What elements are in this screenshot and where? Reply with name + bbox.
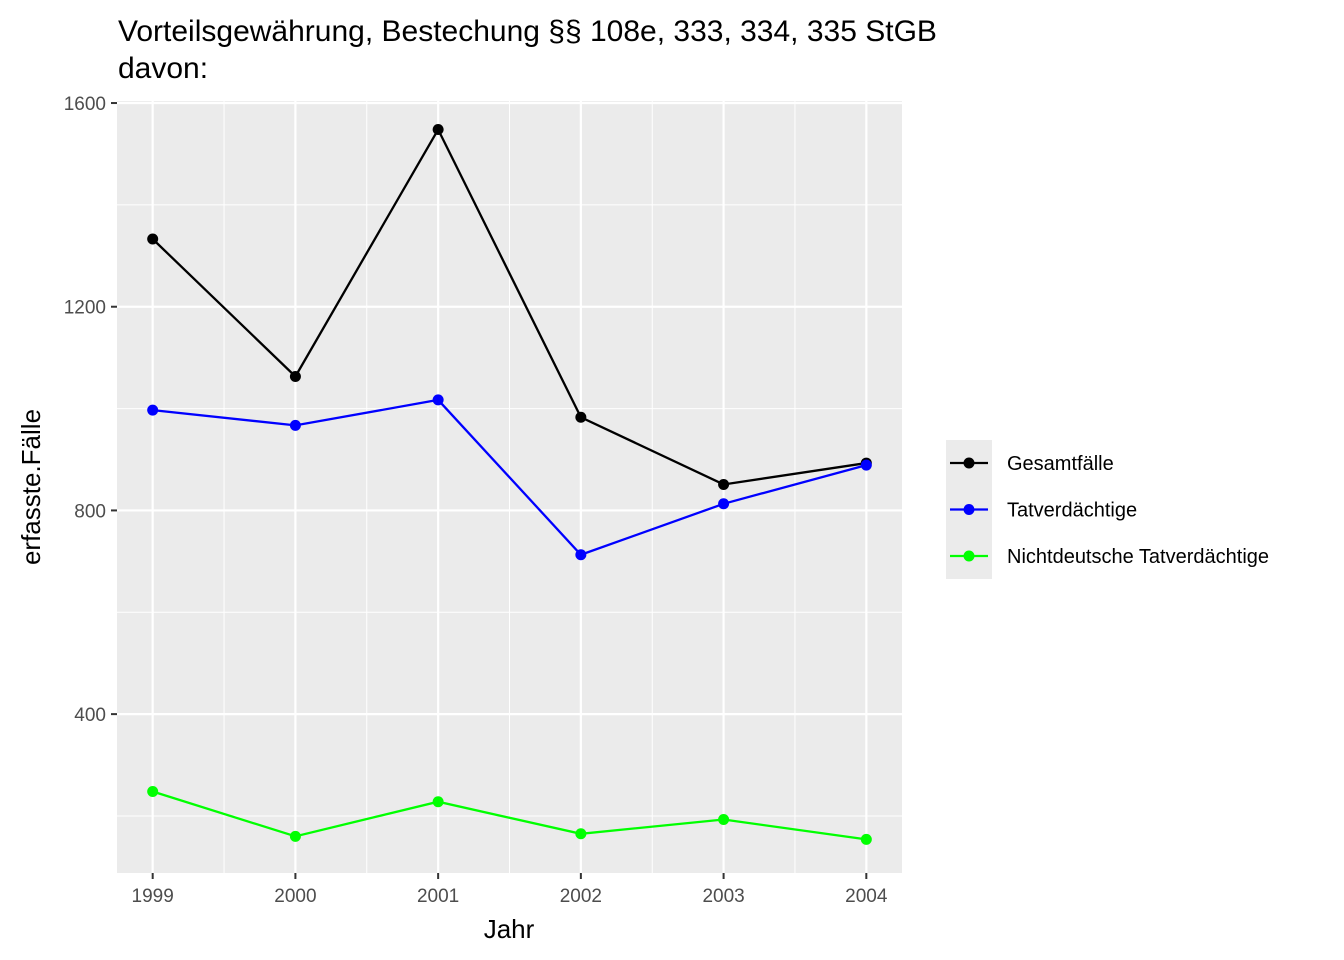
data-point: [860, 833, 872, 845]
x-tick-label: 2004: [845, 886, 888, 907]
x-axis-title: Jahr: [484, 914, 535, 944]
data-point: [147, 786, 159, 798]
data-point: [718, 478, 730, 490]
data-point: [575, 828, 587, 840]
major-gridlines: [117, 101, 902, 873]
data-point: [432, 124, 444, 136]
data-point: [147, 233, 159, 245]
legend-label: Nichtdeutsche Tatverdächtige: [1007, 546, 1269, 568]
y-tick-label: 400: [74, 705, 106, 726]
series-line: [152, 398, 867, 557]
data-point: [289, 370, 301, 382]
chart-subtitle: davon:: [118, 52, 208, 85]
x-tick-label: 2001: [417, 886, 459, 907]
y-tick-label: 1600: [64, 94, 106, 115]
x-tick-label: 2000: [274, 886, 316, 907]
data-point: [860, 459, 872, 471]
series-points: [147, 124, 872, 845]
chart-title: Vorteilsgewährung, Bestechung §§ 108e, 3…: [118, 15, 937, 48]
data-point: [575, 411, 587, 423]
data-point: [289, 419, 301, 431]
data-point: [718, 814, 730, 826]
x-tick-label: 2002: [560, 886, 602, 907]
legend: Gesamtfälle Tatverdächtige Nichtdeutsche T…: [946, 440, 1269, 579]
data-point: [575, 549, 587, 561]
legend-key-point: [963, 457, 975, 469]
data-point: [289, 830, 301, 842]
axis-ticks: [111, 102, 868, 879]
series-line: [152, 790, 867, 841]
series-line: [151, 127, 867, 486]
tick-labels: 400 800 1200 1600 1999 2000 2001 2002 2003 2004: [64, 94, 888, 907]
legend-label: Gesamtfälle: [1007, 453, 1114, 475]
data-point: [718, 498, 730, 510]
series-lines: [151, 127, 867, 841]
data-point: [432, 394, 444, 406]
minor-gridlines: [117, 101, 902, 873]
x-tick-label: 1999: [132, 886, 174, 907]
legend-label: Tatverdächtige: [1007, 500, 1137, 522]
y-tick-label: 800: [74, 501, 106, 522]
legend-key-point: [963, 504, 975, 515]
data-point: [432, 796, 444, 808]
x-tick-label: 2003: [702, 886, 744, 907]
y-tick-label: 1200: [64, 298, 106, 319]
data-point: [147, 404, 159, 416]
y-axis-title: erfasste.Fälle: [16, 409, 46, 565]
legend-key-point: [963, 550, 975, 562]
